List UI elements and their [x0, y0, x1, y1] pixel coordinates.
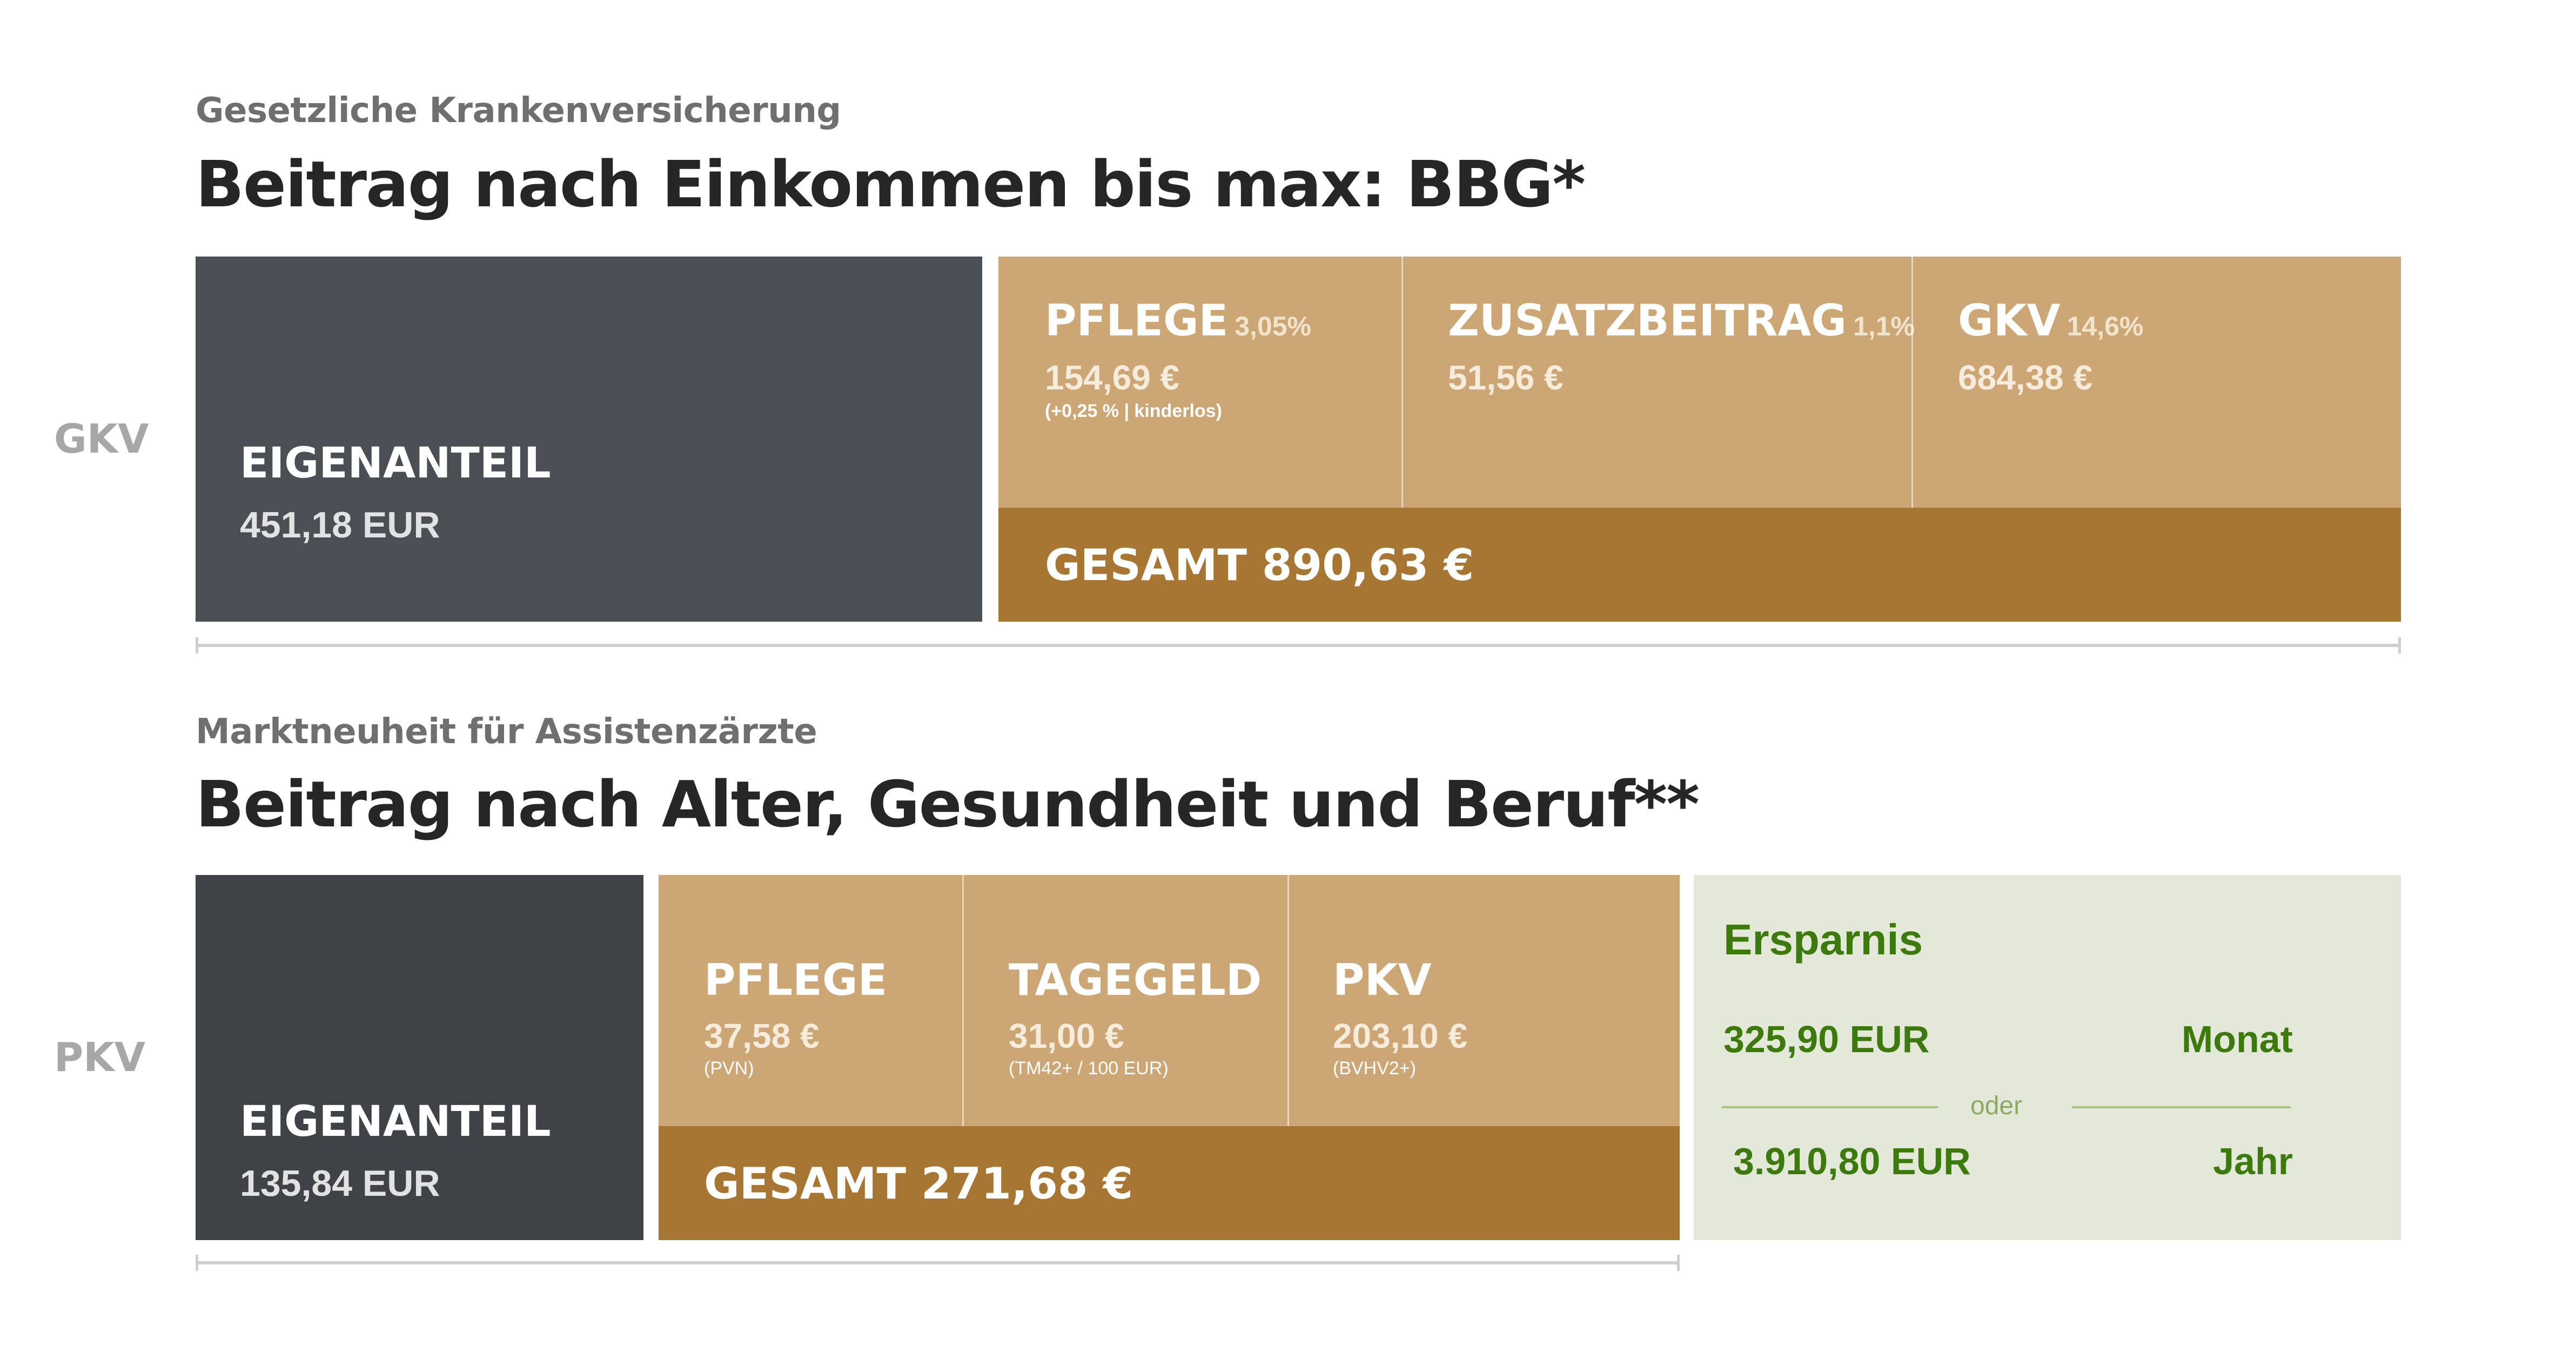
- ersparnis-monthly-value: 325,90 EUR: [1723, 1018, 1930, 1060]
- pkv-scale-tick-left: [196, 1255, 198, 1271]
- pkv-scale-line: [196, 1261, 1680, 1264]
- ersparnis-panel: Ersparnis 325,90 EUR Monat oder 3.910,80…: [1694, 875, 2401, 1240]
- gkv-zusatz-amount: 51,56 €: [1448, 358, 1564, 397]
- gkv-segment-pflege: PFLEGE 3,05% 154,69 € (+0,25 % | kinderlo…: [1045, 295, 1311, 422]
- gkv-gkv-percent: 14,6%: [2067, 311, 2144, 341]
- ersparnis-monthly-label: Monat: [2181, 1018, 2293, 1060]
- gkv-eigenanteil-panel: EIGENANTEIL 451,18 EUR: [196, 257, 982, 622]
- gkv-segments-panel: PFLEGE 3,05% 154,69 € (+0,25 % | kinderlo…: [998, 257, 2401, 508]
- gkv-segment-zusatzbeitrag: ZUSATZBEITRAG 1,1% 51,56 €: [1448, 295, 1915, 398]
- pkv-scale-tick-right: [1677, 1255, 1680, 1271]
- gkv-segment-divider: [1401, 257, 1403, 508]
- gkv-segment-divider: [1911, 257, 1913, 508]
- pkv-eigenanteil-title: EIGENANTEIL: [240, 1098, 551, 1146]
- gkv-zusatz-label: ZUSATZBEITRAG: [1448, 295, 1847, 346]
- pkv-eigenanteil-panel: EIGENANTEIL 135,84 EUR: [196, 875, 643, 1240]
- gkv-pflege-label: PFLEGE: [1045, 295, 1229, 346]
- pkv-pflege-note: (PVN): [704, 1058, 754, 1079]
- pkv-segment-divider: [1287, 875, 1289, 1126]
- gkv-pflege-percent: 3,05%: [1235, 311, 1311, 341]
- ersparnis-yearly-label: Jahr: [2213, 1140, 2293, 1182]
- pkv-total-panel: GESAMT 271,68 €: [659, 1126, 1680, 1240]
- gkv-segment-gkv-head: GKV 14,6%: [1958, 295, 2143, 346]
- pkv-eigenanteil-amount: 135,84 EUR: [240, 1163, 440, 1204]
- pkv-segment-pflege: PFLEGE 37,58 € (PVN): [704, 955, 887, 1079]
- ersparnis-divider-right: [2072, 1106, 2291, 1108]
- gkv-zusatz-percent: 1,1%: [1853, 311, 1915, 341]
- pkv-tagegeld-amount: 31,00 €: [1009, 1016, 1124, 1055]
- pkv-segment-pkv: PKV 203,10 € (BVHV2+): [1333, 955, 1467, 1079]
- gkv-row-label: GKV: [54, 416, 149, 462]
- gkv-segment-gkv: GKV 14,6% 684,38 €: [1958, 295, 2143, 398]
- pkv-tagegeld-note: (TM42+ / 100 EUR): [1009, 1058, 1169, 1079]
- gkv-gkv-label: GKV: [1958, 295, 2061, 346]
- gkv-scale-tick-left: [196, 637, 198, 654]
- pkv-segments-panel: PFLEGE 37,58 € (PVN) TAGEGELD 31,00 € (T…: [659, 875, 1680, 1126]
- pkv-segment-tagegeld: TAGEGELD 31,00 € (TM42+ / 100 EUR): [1009, 955, 1262, 1079]
- pkv-segment-divider: [962, 875, 964, 1126]
- ersparnis-separator: oder: [1970, 1092, 2023, 1120]
- gkv-subtitle: Gesetzliche Krankenversicherung: [196, 91, 841, 131]
- pkv-pkv-amount: 203,10 €: [1333, 1016, 1468, 1055]
- gkv-scale-tick-right: [2398, 637, 2401, 654]
- pkv-total: GESAMT 271,68 €: [704, 1159, 1133, 1209]
- pkv-row-label: PKV: [54, 1034, 145, 1081]
- pkv-subtitle: Marktneuheit für Assistenzärzte: [196, 712, 817, 752]
- pkv-pflege-amount: 37,58 €: [704, 1016, 820, 1055]
- gkv-segment-pflege-head: PFLEGE 3,05%: [1045, 295, 1311, 346]
- gkv-scale-line: [196, 644, 2401, 647]
- pkv-tagegeld-label: TAGEGELD: [1009, 955, 1262, 1005]
- gkv-pflege-note: (+0,25 % | kinderlos): [1045, 401, 1222, 421]
- ersparnis-divider-left: [1722, 1106, 1938, 1108]
- pkv-pflege-label: PFLEGE: [704, 955, 888, 1005]
- gkv-eigenanteil-amount: 451,18 EUR: [240, 504, 440, 546]
- gkv-pflege-amount: 154,69 €: [1045, 358, 1180, 397]
- gkv-headline: Beitrag nach Einkommen bis max: BBG*: [196, 147, 1586, 221]
- gkv-total: GESAMT 890,63 €: [1045, 540, 1474, 590]
- ersparnis-title: Ersparnis: [1723, 915, 1923, 964]
- pkv-pkv-note: (BVHV2+): [1333, 1058, 1416, 1079]
- gkv-eigenanteil-title: EIGENANTEIL: [240, 439, 551, 488]
- pkv-headline: Beitrag nach Alter, Gesundheit und Beruf…: [196, 767, 1700, 841]
- gkv-segment-zusatz-head: ZUSATZBEITRAG 1,1%: [1448, 295, 1915, 346]
- pkv-pkv-label: PKV: [1333, 955, 1432, 1005]
- gkv-gkv-amount: 684,38 €: [1958, 358, 2093, 397]
- ersparnis-yearly-value: 3.910,80 EUR: [1733, 1140, 1971, 1182]
- gkv-total-panel: GESAMT 890,63 €: [998, 508, 2401, 622]
